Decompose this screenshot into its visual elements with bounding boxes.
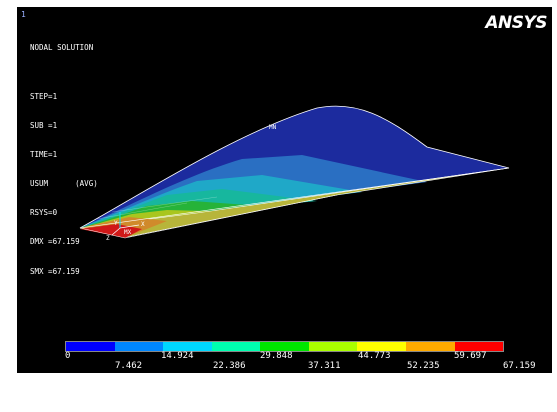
legend-bottom-value: 52.235 [407,361,440,371]
info-line: NODAL SOLUTION [30,43,94,53]
mesh-edge [79,167,510,229]
info-line: DMX =67.159 [30,237,80,247]
legend-swatch [357,342,406,351]
axis-z-label: Z [106,235,110,242]
axis-z-line [111,227,121,236]
legend-swatch [308,342,358,351]
legend-top-value: 44.773 [358,351,391,361]
legend-swatch [163,342,212,351]
legend-bottom-value: 37.311 [308,361,341,371]
legend-bottom-value: 67.159 [503,361,536,371]
contour-band-red [80,224,142,238]
info-line: RSYS=0 [30,208,58,218]
legend-swatch [454,342,504,351]
legend-swatch [211,342,261,351]
mesh-edge [79,194,338,239]
info-line: STEP=1 [30,91,58,101]
legend-swatch [260,342,309,351]
legend-top-value: 14.924 [161,351,194,361]
legend-top-value: 29.848 [260,351,293,361]
logo-text: ANSYS [485,13,547,33]
legend-bottom-value: 22.386 [213,361,246,371]
info-line: TIME=1 [30,150,58,160]
ansys-logo: ANSYS [485,13,547,33]
output-area [17,373,552,412]
min-marker-label: MN [269,124,277,131]
max-marker-label: MX [124,229,132,236]
window-number: 1 [21,10,26,19]
legend-top-value: 59.697 [454,351,487,361]
legend-top-value: 0 [65,351,71,361]
legend-swatch [66,342,115,351]
axis-y-label: Y [114,220,118,227]
graphics-viewport[interactable]: 1 NODAL SOLUTION STEP=1 SUB =1 TIME=1 US… [17,7,552,373]
axis-x-line [119,224,140,229]
fem-model-plot: Y X Z MN MX [79,105,510,242]
info-line: USUM (AVG) [30,179,98,189]
mesh-edge [96,196,218,220]
info-line: SUB =1 [30,121,58,131]
legend-swatch [114,342,164,351]
contour-legend-bar [65,341,504,352]
legend-bottom-value: 7.462 [115,361,143,371]
info-line: SMX =67.159 [30,266,80,276]
legend-swatch [405,342,455,351]
axis-x-label: X [141,221,145,228]
result-info-block: NODAL SOLUTION STEP=1 SUB =1 TIME=1 USUM… [30,24,98,296]
